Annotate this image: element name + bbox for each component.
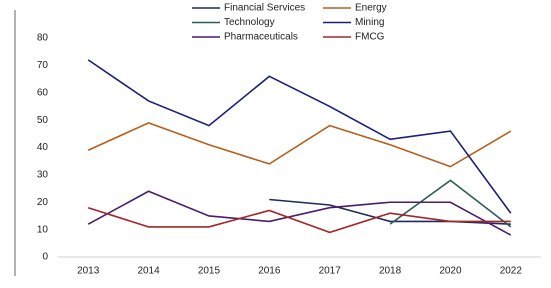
y-tick-label: 50 xyxy=(37,115,49,126)
legend-label: Energy xyxy=(355,3,387,14)
x-tick-label: 2022 xyxy=(500,266,523,277)
x-tick-label: 2017 xyxy=(319,266,342,277)
x-tick-label: 2014 xyxy=(137,266,160,277)
x-tick-label: 2020 xyxy=(439,266,462,277)
legend-label: Financial Services xyxy=(224,3,305,14)
series-line xyxy=(87,190,512,236)
series-line xyxy=(389,179,512,228)
series-line xyxy=(87,206,511,234)
legend-label: Technology xyxy=(224,17,275,28)
y-tick-label: 40 xyxy=(37,142,49,153)
x-tick-label: 2015 xyxy=(198,266,221,277)
legend-label: Pharmaceuticals xyxy=(224,32,298,43)
legend-label: Mining xyxy=(355,17,384,28)
x-tick-label: 2013 xyxy=(77,266,100,277)
series-line xyxy=(87,121,512,168)
x-tick-label: 2018 xyxy=(379,266,402,277)
y-tick-label: 60 xyxy=(37,87,49,98)
y-tick-label: 20 xyxy=(37,197,49,208)
y-tick-label: 10 xyxy=(37,224,49,235)
series-line xyxy=(87,59,512,214)
x-tick-label: 2016 xyxy=(258,266,281,277)
y-tick-label: 30 xyxy=(37,170,49,181)
y-tick-label: 80 xyxy=(37,33,49,44)
y-tick-label: 70 xyxy=(37,60,49,71)
legend-label: FMCG xyxy=(355,32,385,43)
y-tick-label: 0 xyxy=(42,252,48,263)
series-line xyxy=(269,198,511,225)
